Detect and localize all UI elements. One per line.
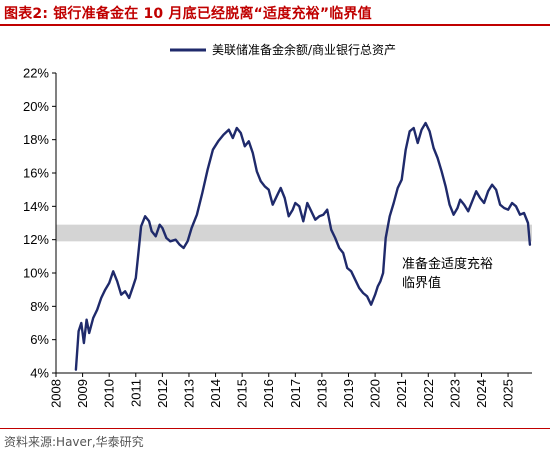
source-rule [0,428,550,429]
source-note: 资料来源:Haver,华泰研究 [4,435,144,449]
x-tick-label: 2025 [501,379,516,408]
x-tick-label: 2018 [314,379,329,408]
y-tick-label: 4% [30,366,49,381]
y-tick-label: 22% [23,66,49,81]
x-tick-label: 2017 [288,379,303,408]
x-tick-label: 2023 [447,379,462,408]
y-tick-label: 18% [23,132,49,147]
y-tick-label: 8% [30,299,49,314]
threshold-band [56,224,532,242]
y-tick-label: 16% [23,166,49,181]
band-annotation-line: 临界值 [402,275,441,291]
legend-label: 美联储准备金余额/商业银行总资产 [212,42,396,57]
x-tick-label: 2015 [235,379,250,408]
y-tick-label: 20% [23,99,49,114]
x-tick-label: 2013 [181,379,196,408]
y-tick-label: 10% [23,266,49,281]
x-tick-label: 2012 [155,379,170,408]
y-tick-label: 14% [23,199,49,214]
x-tick-label: 2016 [261,379,276,408]
x-tick-label: 2022 [421,379,436,408]
x-tick-label: 2024 [474,379,489,408]
x-tick-label: 2020 [368,379,383,408]
y-tick-label: 12% [23,232,49,247]
figure-title: 图表2: 银行准备金在 10 月底已经脱离“适度充裕”临界值 [4,6,372,22]
x-tick-label: 2014 [208,379,223,408]
x-tick-label: 2011 [128,379,143,407]
y-tick-label: 6% [30,332,49,347]
x-tick-label: 2019 [341,379,356,408]
x-tick-label: 2008 [49,379,64,408]
x-tick-label: 2021 [394,379,409,408]
x-tick-label: 2009 [75,379,90,408]
legend: 美联储准备金余额/商业银行总资产 [170,42,396,57]
series-layer [74,121,532,371]
axes: 4% 6% 8% 10% 12% 14% 16% 18% 20% 22% 2008 2009 2010 2… [23,66,532,408]
x-tick-label: 2010 [102,379,117,408]
band-annotation-line: 准备金适度充裕 [402,256,493,272]
threshold-band-layer [56,224,532,242]
line-chart: 4% 6% 8% 10% 12% 14% 16% 18% 20% 22% 2008 2009 2010 2… [23,42,532,408]
title-rule [0,24,550,26]
series-line-reserve-ratio [74,121,532,371]
